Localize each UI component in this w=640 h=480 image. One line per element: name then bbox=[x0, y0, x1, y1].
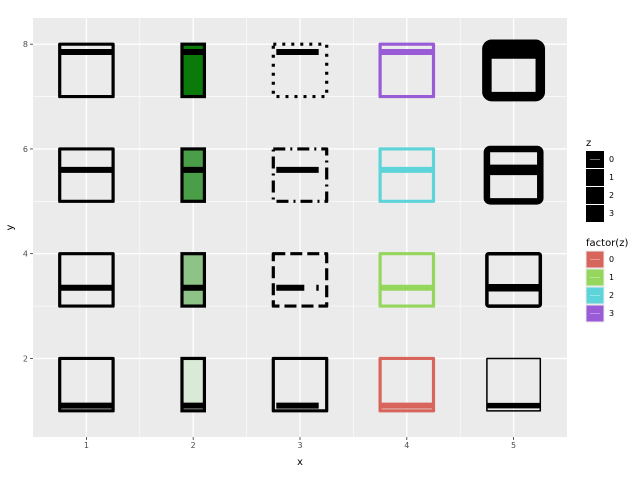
x-axis-title: x bbox=[297, 457, 303, 468]
rect-x5-z0 bbox=[486, 357, 542, 412]
rect-x1-z1 bbox=[58, 252, 115, 308]
rect-x1-z2 bbox=[58, 147, 115, 203]
rect-x1-z0 bbox=[58, 356, 115, 413]
x-tick-label: 1 bbox=[84, 441, 89, 450]
x-axis: 1 2 3 4 5 bbox=[84, 437, 516, 450]
y-tick-label: 8 bbox=[23, 40, 28, 49]
legend-factor-z: factor(z) 0 1 2 3 bbox=[585, 238, 628, 323]
rect-x2-z3 bbox=[180, 42, 207, 99]
legend-z-label: 1 bbox=[609, 173, 614, 182]
legend-z-title: z bbox=[586, 138, 591, 149]
y-tick-label: 2 bbox=[23, 354, 28, 363]
y-tick-label: 4 bbox=[23, 250, 28, 259]
y-tick-label: 6 bbox=[23, 145, 28, 154]
legend-z-label: 2 bbox=[609, 191, 614, 200]
legend-z-key bbox=[586, 187, 604, 204]
y-axis: 2 4 6 8 bbox=[23, 40, 33, 363]
legend-factor-label: 2 bbox=[609, 291, 614, 300]
y-axis-title: y bbox=[5, 224, 16, 230]
rect-x3-z2 bbox=[271, 147, 329, 203]
rect-x4-z3 bbox=[378, 42, 436, 99]
rect-x5-z3 bbox=[482, 39, 546, 102]
legend-z-key bbox=[586, 205, 604, 222]
legend-z: z 0 1 2 3 bbox=[586, 138, 614, 222]
x-tick-label: 5 bbox=[511, 441, 516, 450]
legend-factor-label: 3 bbox=[609, 309, 614, 318]
rect-x2-z1 bbox=[180, 252, 207, 308]
legend-z-label: 0 bbox=[609, 155, 614, 164]
rect-x3-z0 bbox=[271, 356, 329, 413]
legend-factor-label: 1 bbox=[609, 273, 614, 282]
legend-z-key bbox=[586, 169, 604, 186]
rect-x4-z1 bbox=[378, 252, 436, 308]
rect-x2-z0 bbox=[180, 356, 207, 413]
legend-z-label: 3 bbox=[609, 209, 614, 218]
rect-x5-z1 bbox=[485, 251, 543, 308]
chart-marks bbox=[58, 39, 546, 413]
x-tick-label: 3 bbox=[297, 441, 302, 450]
rect-x1-z3 bbox=[58, 42, 115, 99]
legend-factor-z-title: factor(z) bbox=[586, 238, 628, 249]
rect-x3-z1 bbox=[271, 252, 329, 308]
legend-factor-label: 0 bbox=[609, 255, 614, 264]
x-tick-label: 2 bbox=[191, 441, 196, 450]
rect-x4-z2 bbox=[378, 147, 436, 203]
x-tick-label: 4 bbox=[404, 441, 409, 450]
rect-x4-z0 bbox=[378, 356, 436, 413]
rect-x2-z2 bbox=[180, 147, 207, 203]
